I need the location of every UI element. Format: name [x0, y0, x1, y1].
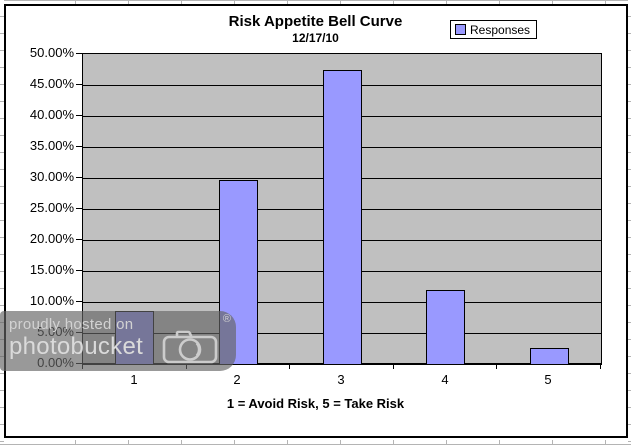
y-axis-tick-label: 50.00% — [29, 45, 74, 60]
x-axis-tick — [496, 364, 497, 369]
registered-trademark-icon: ® — [222, 313, 231, 325]
x-axis-tick — [289, 364, 290, 369]
x-axis-title: 1 = Avoid Risk, 5 = Take Risk — [226, 396, 405, 411]
y-axis-tick — [76, 177, 82, 178]
y-axis-tick-label: 25.00% — [29, 200, 74, 215]
worksheet-edge-left — [0, 0, 4, 444]
y-axis-tick-label: 40.00% — [29, 107, 74, 122]
chart-subtitle: 12/17/10 — [292, 31, 339, 45]
bar-category-5 — [530, 348, 569, 364]
y-axis-tick — [76, 270, 82, 271]
y-axis-tick — [76, 146, 82, 147]
y-axis-tick — [76, 239, 82, 240]
y-axis-tick-label: 20.00% — [29, 231, 74, 246]
y-axis-tick-label: 35.00% — [29, 138, 74, 153]
worksheet-edge-top — [0, 0, 631, 5]
x-axis-tick — [393, 364, 394, 369]
worksheet-edge-bottom — [0, 440, 631, 445]
watermark-brand: photobucket — [9, 333, 144, 360]
x-axis-tick-label: 4 — [441, 372, 449, 387]
y-axis-tick-label: 30.00% — [29, 169, 74, 184]
y-axis-tick — [76, 84, 82, 85]
plot-area — [82, 53, 602, 365]
y-axis-tick-label: 10.00% — [29, 293, 74, 308]
x-axis-tick-label: 5 — [544, 372, 552, 387]
y-axis-tick — [76, 115, 82, 116]
watermark-text: proudly hosted on photobucket — [9, 317, 143, 359]
y-axis-tick-label: 45.00% — [29, 76, 74, 91]
bar-category-4 — [426, 290, 465, 364]
x-axis-tick-label: 2 — [233, 372, 241, 387]
x-axis-tick-label: 3 — [337, 372, 345, 387]
legend: Responses — [450, 20, 538, 39]
x-axis-tick — [600, 364, 601, 369]
y-axis-tick-label: 15.00% — [29, 262, 74, 277]
y-axis-tick — [76, 53, 82, 54]
x-axis-line — [82, 363, 602, 365]
camera-icon — [162, 330, 218, 364]
y-axis-tick — [76, 208, 82, 209]
x-axis-tick-label: 1 — [130, 372, 138, 387]
watermark-tagline: proudly hosted on — [9, 316, 134, 333]
legend-series-swatch-icon — [455, 24, 466, 35]
legend-label: Responses — [470, 22, 531, 37]
bar-category-3 — [323, 70, 362, 364]
chart-title: Risk Appetite Bell Curve — [228, 13, 403, 30]
worksheet-edge-right — [628, 0, 631, 444]
photobucket-watermark: proudly hosted on photobucket ® — [0, 311, 236, 371]
y-axis-tick — [76, 301, 82, 302]
